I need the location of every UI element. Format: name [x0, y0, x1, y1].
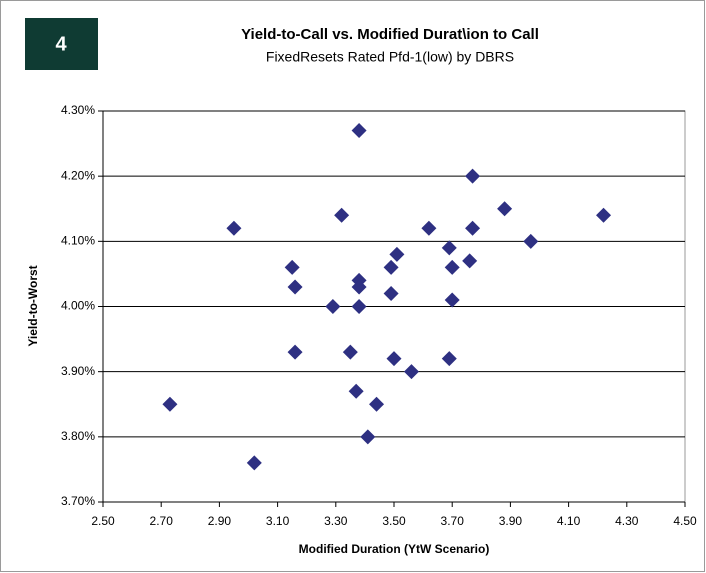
y-tick-label: 3.90% [61, 364, 95, 378]
y-tick-label: 3.70% [61, 494, 95, 508]
y-tick-label: 3.80% [61, 429, 95, 443]
scatter-point [523, 233, 539, 249]
scatter-point [351, 123, 367, 139]
scatter-point [441, 240, 457, 256]
scatter-point [369, 396, 385, 412]
scatter-point [334, 207, 350, 223]
scatter-point [287, 344, 303, 360]
y-tick-label: 4.00% [61, 299, 95, 313]
x-axis-title: Modified Duration (YtW Scenario) [299, 542, 490, 556]
scatter-point [596, 207, 612, 223]
chart-title: Yield-to-Call vs. Modified Durat\ion to … [241, 26, 539, 43]
x-tick-label: 3.50 [382, 514, 406, 528]
scatter-point [342, 344, 358, 360]
x-tick-label: 3.90 [499, 514, 523, 528]
scatter-point [441, 351, 457, 367]
scatter-point [465, 168, 481, 184]
x-tick-label: 3.30 [324, 514, 348, 528]
x-tick-label: 4.50 [673, 514, 697, 528]
scatter-point [462, 253, 478, 269]
scatter-point [246, 455, 262, 471]
scatter-point [403, 364, 419, 380]
x-tick-label: 2.50 [91, 514, 115, 528]
x-tick-label: 3.10 [266, 514, 290, 528]
x-tick-label: 4.10 [557, 514, 581, 528]
y-tick-label: 4.20% [61, 168, 95, 182]
chart-subtitle: FixedResets Rated Pfd-1(low) by DBRS [266, 49, 514, 65]
x-tick-label: 4.30 [615, 514, 639, 528]
scatter-point [226, 220, 242, 236]
x-tick-label: 3.70 [441, 514, 465, 528]
scatter-point [465, 220, 481, 236]
y-axis-title: Yield-to-Worst [26, 265, 40, 346]
scatter-point [383, 285, 399, 301]
scatter-point [444, 259, 460, 275]
scatter-point [421, 220, 437, 236]
scatter-point [497, 201, 513, 217]
scatter-point [351, 299, 367, 314]
scatter-point [348, 383, 364, 399]
badge-label: 4 [55, 33, 67, 55]
x-tick-label: 2.90 [208, 514, 232, 528]
scatter-point [351, 279, 367, 295]
y-tick-label: 4.30% [61, 103, 95, 117]
scatter-point [360, 429, 376, 445]
scatter-point [287, 279, 303, 295]
scatter-point [386, 351, 402, 367]
badge [25, 18, 98, 70]
x-tick-label: 2.70 [150, 514, 174, 528]
scatter-point [325, 299, 341, 314]
scatter-point [383, 259, 399, 275]
scatter-point [389, 246, 405, 262]
y-tick-label: 4.10% [61, 234, 95, 248]
scatter-point [284, 259, 300, 275]
scatter-point [444, 292, 460, 308]
scatter-point [162, 396, 178, 412]
